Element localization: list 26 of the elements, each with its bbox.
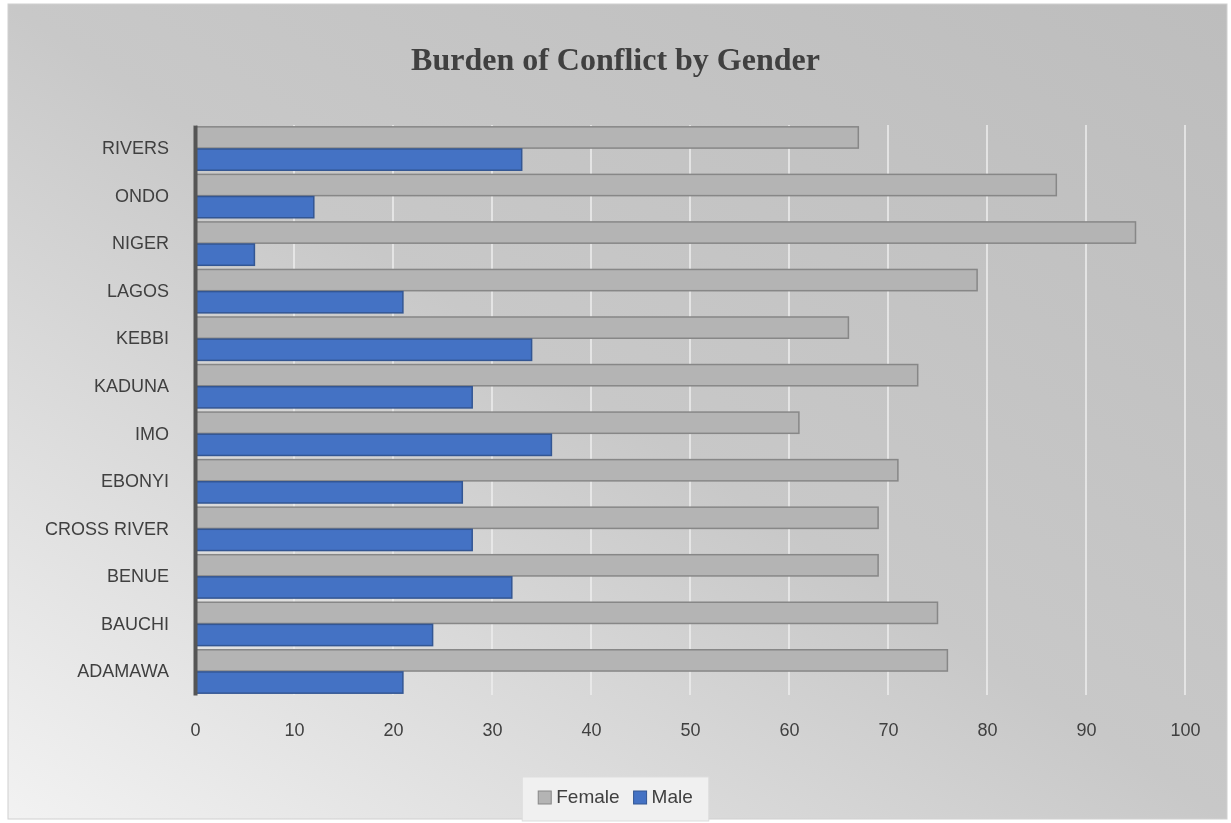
y-tick-label: ADAMAWA [77, 661, 169, 682]
y-tick-label: ONDO [115, 185, 169, 206]
y-tick-label: CROSS RIVER [44, 518, 169, 539]
x-tick-label: 60 [779, 719, 800, 740]
x-tick-label: 20 [383, 719, 404, 740]
x-tick-label: 80 [977, 719, 998, 740]
y-tick-label: KEBBI [115, 328, 169, 349]
y-tick-label: RIVERS [101, 138, 169, 159]
x-tick-label: 100 [1170, 719, 1201, 740]
y-tick-label: LAGOS [106, 280, 169, 301]
x-tick-label: 70 [878, 719, 899, 740]
x-tick-label: 10 [284, 719, 305, 740]
y-tick-label: NIGER [111, 233, 169, 254]
legend-label: Female [556, 786, 620, 807]
y-tick-label: KADUNA [93, 375, 169, 396]
y-tick-label: BAUCHI [100, 613, 169, 634]
y-tick-label: EBONYI [100, 471, 169, 492]
x-tick-label: 30 [482, 719, 503, 740]
x-tick-label: 90 [1076, 719, 1097, 740]
x-tick-label: 40 [581, 719, 602, 740]
legend-label: Male [651, 786, 693, 807]
y-tick-label: IMO [135, 423, 169, 444]
x-tick-label: 0 [190, 719, 201, 740]
x-tick-label: 50 [680, 719, 701, 740]
chart-title: Burden of Conflict by Gender [411, 41, 820, 77]
y-tick-label: BENUE [106, 566, 169, 587]
